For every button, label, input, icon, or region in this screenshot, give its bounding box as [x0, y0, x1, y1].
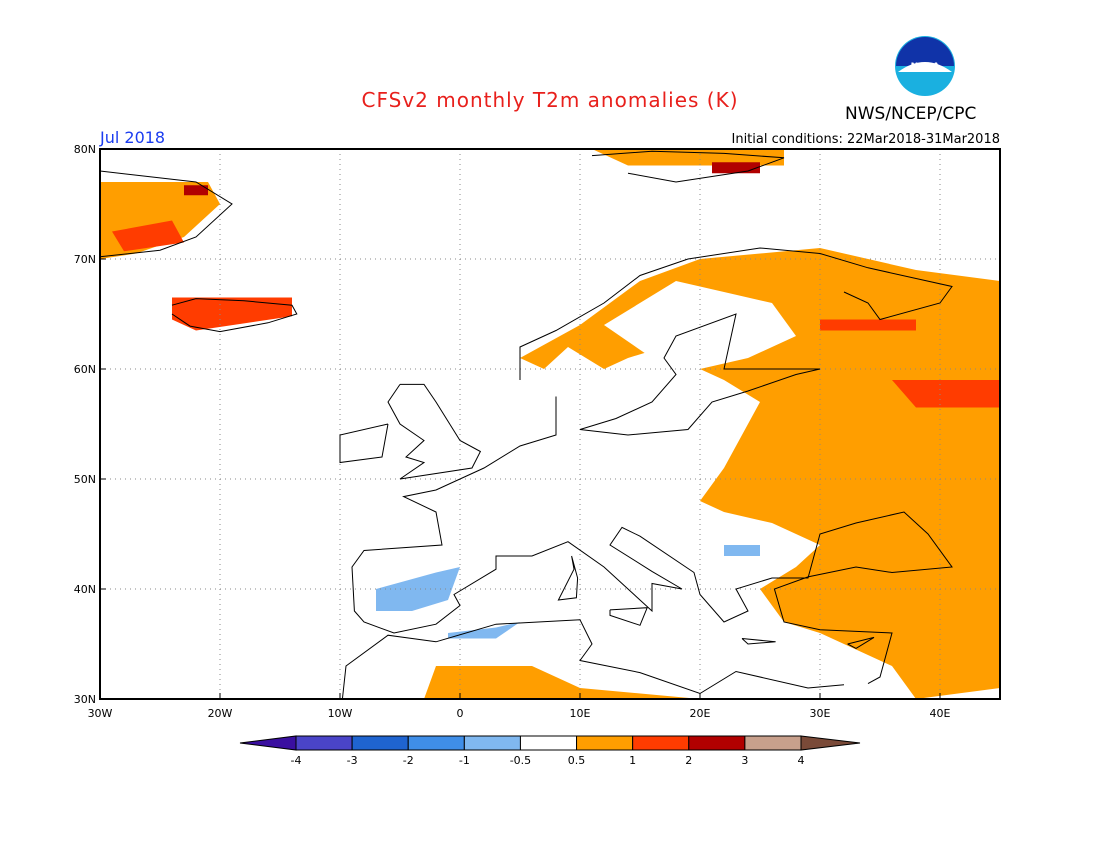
coastline-africa-coast [341, 619, 845, 699]
colorbar-label: 0.5 [568, 754, 586, 767]
lat-tick-label: 80N [74, 143, 96, 156]
coastline-cyprus [847, 636, 875, 649]
lon-tick-label: 0 [457, 707, 464, 720]
coastline-great-britain-coast [387, 383, 482, 480]
initial-conditions-label: Initial conditions: 22Mar2018-31Mar2018 [731, 132, 1001, 147]
target-month-label: Jul 2018 [100, 128, 166, 147]
coastline-baltic-coast [579, 313, 821, 436]
anomaly-region-greenland-hot [112, 220, 184, 252]
anomaly-region-iberia-cool [376, 567, 460, 611]
anomaly-region-svalbard-warm [592, 149, 784, 166]
lat-tick-label: 30N [74, 693, 96, 706]
anomaly-region-russia-hot-north [820, 319, 916, 331]
coastline-ireland-coast [339, 423, 389, 464]
colorbar-label: -2 [403, 754, 414, 767]
lat-tick-label: 40N [74, 583, 96, 596]
lon-tick-label: 10E [570, 707, 591, 720]
lat-tick-label: 60N [74, 363, 96, 376]
lon-tick-label: 20W [208, 707, 233, 720]
anomaly-shading [100, 149, 1000, 699]
anomaly-region-maghreb-cool [448, 622, 520, 639]
anomaly-region-balkan-cool [724, 545, 760, 556]
coastline-norway-sweden-coast [519, 247, 953, 380]
colorbar-cell [463, 735, 521, 751]
colorbar: -4 -3 -2 -1 -0.5 0.5 1 2 3 4 [239, 735, 861, 767]
colorbar-cell [744, 735, 802, 751]
coastline-crete [741, 638, 776, 645]
lat-tick-label: 70N [74, 253, 96, 266]
anomaly-region-svalbard-hot [712, 162, 760, 174]
coastline-iceland-coast [171, 298, 298, 333]
colorbar-cell [632, 735, 690, 751]
coastline-europe-west-coast [351, 396, 953, 685]
colorbar-label: 4 [798, 754, 805, 767]
coastline-corsica-sardinia [557, 555, 579, 601]
colorbar-label: 3 [741, 754, 748, 767]
colorbar-label: -1 [459, 754, 470, 767]
noaa-logo-text: NOAA [911, 62, 940, 72]
coastline-sicily [609, 607, 648, 626]
coastlines [100, 150, 1030, 699]
lon-tick-label: 30W [88, 707, 113, 720]
lon-tick-label: 40E [930, 707, 951, 720]
organization-label: NWS/NCEP/CPC [845, 104, 977, 124]
coastline-caspian-coast [1018, 512, 1030, 567]
lon-tick-label: 10W [328, 707, 353, 720]
anomaly-region-scandinavia-russia-warm [520, 248, 1000, 699]
colorbar-label: -4 [291, 754, 302, 767]
noaa-logo: NOAA [895, 36, 955, 96]
colorbar-cell [800, 735, 861, 751]
colorbar-cell [407, 735, 465, 751]
lat-tick-label: 50N [74, 473, 96, 486]
coastline-greenland-coast [100, 170, 233, 258]
colorbar-label: 2 [685, 754, 692, 767]
anomaly-region-iceland-hot [172, 297, 292, 331]
colorbar-label: 1 [629, 754, 636, 767]
axis-ticks: 30W 20W 10W 0 10E 20E 30E 40E 80N 70N 60N 50N 40N 30N [74, 143, 951, 720]
chart-title: CFSv2 monthly T2m anomalies (K) [361, 88, 739, 112]
colorbar-cell [351, 735, 409, 751]
lon-tick-label: 30E [810, 707, 831, 720]
anomaly-region-north-africa-warm [424, 666, 700, 699]
anomaly-region-greenland-very-hot [184, 185, 208, 196]
colorbar-cell [519, 735, 578, 751]
coastline-svalbard-coast [591, 150, 785, 183]
anomaly-region-russia-hot-east [892, 380, 1000, 408]
colorbar-cell [688, 735, 746, 751]
colorbar-cell [576, 735, 634, 751]
map-frame [99, 148, 1001, 700]
colorbar-label: -3 [347, 754, 358, 767]
colorbar-cell [239, 735, 297, 751]
lon-tick-label: 20E [690, 707, 711, 720]
colorbar-cell [295, 735, 353, 751]
colorbar-label: -0.5 [510, 754, 531, 767]
